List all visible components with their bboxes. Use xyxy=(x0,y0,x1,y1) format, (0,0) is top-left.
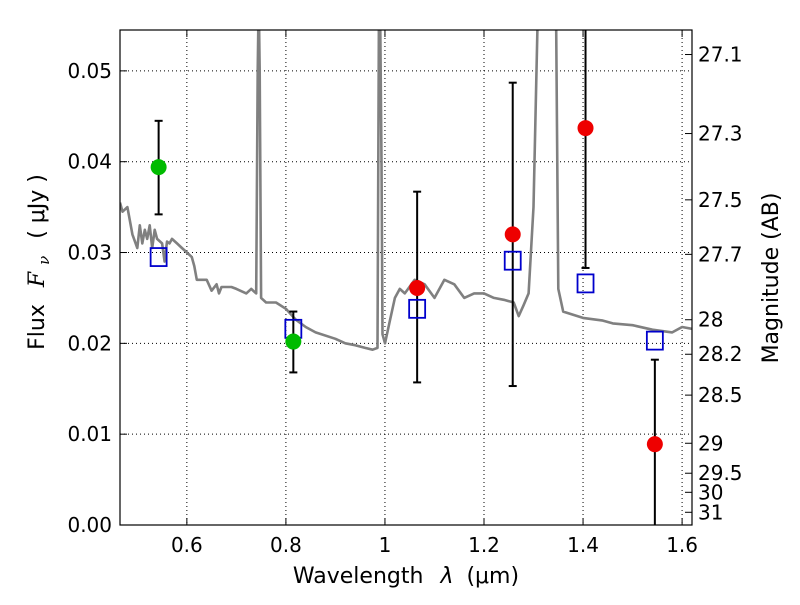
observed-point xyxy=(577,120,594,137)
x-tick-label: 1.2 xyxy=(468,533,500,557)
y2-tick-label: 29 xyxy=(698,431,723,455)
x-axis-label: Wavelength λ (μm) xyxy=(293,564,519,589)
x-tick-label: 0.6 xyxy=(171,533,203,557)
y2-tick-label: 27.3 xyxy=(698,122,743,146)
y2-tick-label: 28 xyxy=(698,308,723,332)
y-tick-label: 0.02 xyxy=(67,331,112,355)
y-tick-label: 0.04 xyxy=(67,150,112,174)
y2-tick-label: 29.5 xyxy=(698,461,743,485)
y2-axis-label: Magnitude (AB) xyxy=(759,193,784,364)
observed-point xyxy=(150,159,167,176)
observed-point xyxy=(409,279,426,296)
y-axis-label-text: Flux xyxy=(25,304,50,350)
y2-tick-label: 31 xyxy=(698,500,723,524)
x-axis-label-symbol: λ xyxy=(439,564,453,589)
x-tick-label: 1.6 xyxy=(666,533,698,557)
y-axis-label-symbol: F xyxy=(25,271,50,288)
y-axis-label-subscript: ν xyxy=(35,256,53,265)
y-axis-label-unit: ( μJy ) xyxy=(25,174,50,239)
y2-tick-label: 27.1 xyxy=(698,43,743,67)
observed-point xyxy=(285,333,302,350)
x-axis-label-unit: (μm) xyxy=(466,564,519,589)
y2-tick-label: 27.5 xyxy=(698,188,743,212)
model-photometry-square xyxy=(503,250,522,271)
plot-frame xyxy=(119,29,693,526)
model-photometry-square xyxy=(576,273,595,294)
x-axis-label-text: Wavelength xyxy=(293,564,424,589)
y2-tick-label: 28.5 xyxy=(698,383,743,407)
x-tick-label: 1.4 xyxy=(567,533,599,557)
model-photometry-square xyxy=(408,298,427,319)
y-tick-label: 0.03 xyxy=(67,241,112,265)
y-axis-label: Flux F ν ( μJy ) xyxy=(25,174,55,350)
observed-point xyxy=(504,226,521,243)
y2-tick-label: 28.2 xyxy=(698,342,743,366)
markers xyxy=(149,120,664,453)
model-photometry-square xyxy=(149,247,168,267)
y2-tick-label: 27.7 xyxy=(698,242,743,266)
ticks: 0.6 0.8 1 1.2 1.4 1.6 0.00 0.01 0.02 0.03 0.04 0.05… xyxy=(67,30,743,557)
x-tick-label: 1 xyxy=(379,533,392,557)
observed-point xyxy=(646,436,663,453)
y-tick-label: 0.05 xyxy=(67,59,112,83)
x-tick-label: 0.8 xyxy=(270,533,302,557)
y-tick-label: 0.01 xyxy=(67,422,112,446)
y-tick-label: 0.00 xyxy=(67,513,112,537)
y2-tick-label: 30 xyxy=(698,480,723,504)
model-photometry-square xyxy=(645,330,664,351)
